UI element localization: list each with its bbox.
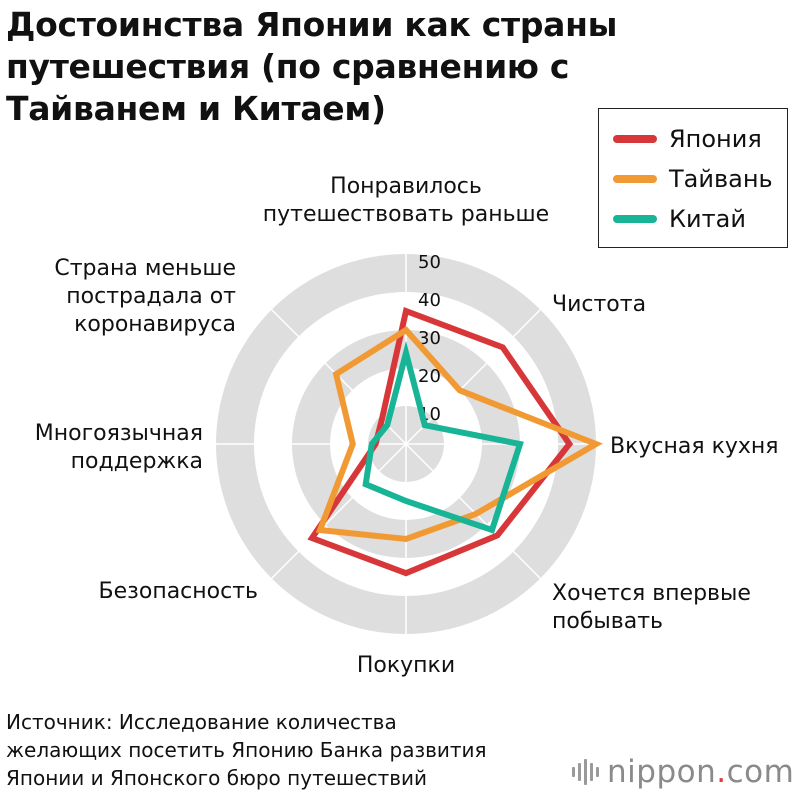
series-line-taiwan xyxy=(315,326,603,543)
legend-swatch-china xyxy=(613,215,657,223)
legend-item-taiwan: Тайвань xyxy=(613,161,773,197)
legend-swatch-taiwan xyxy=(613,175,657,183)
radar-spoke xyxy=(405,309,541,445)
radar-spoke xyxy=(271,443,407,579)
title-line: Достоинства Японии как страны xyxy=(6,5,618,44)
legend-label-china: Китай xyxy=(669,205,746,233)
axis-label: Страна меньше пострадала от коронавируса xyxy=(54,256,236,337)
radar-spoke xyxy=(405,443,541,579)
radial-tick-label: 40 xyxy=(418,290,441,311)
legend-label-japan: Япония xyxy=(669,125,762,153)
radial-tick-label: 30 xyxy=(418,328,441,349)
series-line-japan xyxy=(307,306,574,577)
title-line: путешествия (по сравнению с xyxy=(6,47,570,86)
axis-label: Многоязычная поддержка xyxy=(35,421,203,474)
axis-label: Безопасность xyxy=(99,579,258,604)
axis-label: Понравилось путешествовать раньше xyxy=(263,174,549,227)
series-line-china xyxy=(362,340,524,534)
axis-label: Вкусная кухня xyxy=(610,434,779,459)
radial-tick-label: 50 xyxy=(418,252,441,273)
logo-bars-icon xyxy=(572,759,599,785)
legend-label-taiwan: Тайвань xyxy=(669,165,773,193)
source-line: Источник: Исследование количества xyxy=(6,710,397,734)
radial-tick-label: 20 xyxy=(418,366,441,387)
source-line: Японии и Японского бюро путешествий xyxy=(6,766,428,790)
chart-title: Достоинства Японии как страны путешестви… xyxy=(6,4,706,130)
legend-item-japan: Япония xyxy=(613,121,762,157)
title-line: Тайванем и Китаем) xyxy=(6,89,386,128)
legend-item-china: Китай xyxy=(613,201,746,237)
axis-label: Чистота xyxy=(552,292,646,317)
axis-label: Хочется впервые побывать xyxy=(552,581,751,634)
legend: Япония Тайвань Китай xyxy=(598,108,788,248)
nippon-logo: nippon.com xyxy=(572,752,794,792)
logo-text: nippon.com xyxy=(607,754,795,790)
source-line: желающих посетить Японию Банка развития xyxy=(6,738,487,762)
legend-swatch-japan xyxy=(613,135,657,143)
axis-label: Покупки xyxy=(357,653,455,678)
source-note: Источник: Исследование количества желающ… xyxy=(6,708,566,792)
